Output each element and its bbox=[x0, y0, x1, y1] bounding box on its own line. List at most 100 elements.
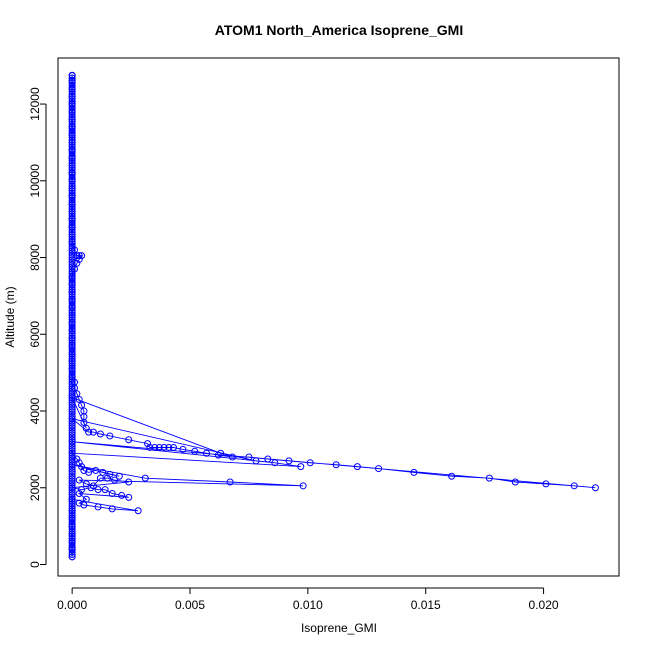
data-point bbox=[68, 365, 76, 373]
data-point bbox=[285, 457, 293, 465]
data-point bbox=[75, 490, 83, 498]
data-point bbox=[68, 468, 76, 476]
y-tick-label: 6000 bbox=[28, 321, 42, 348]
data-point bbox=[71, 384, 78, 392]
data-point bbox=[68, 233, 76, 241]
data-point bbox=[68, 192, 76, 200]
data-point bbox=[191, 447, 199, 455]
chart-title: ATOM1 North_America Isoprene_GMI bbox=[215, 22, 463, 38]
data-point bbox=[68, 113, 76, 121]
data-point bbox=[68, 215, 76, 223]
data-point bbox=[68, 488, 76, 496]
data-point bbox=[68, 452, 76, 460]
data-point bbox=[68, 518, 76, 526]
data-point bbox=[111, 476, 119, 484]
data-point bbox=[68, 359, 76, 367]
data-point bbox=[179, 445, 187, 453]
data-point bbox=[68, 118, 76, 126]
data-point bbox=[68, 449, 76, 457]
data-point bbox=[68, 296, 76, 304]
data-point bbox=[271, 459, 279, 467]
data-point bbox=[68, 203, 76, 211]
data-point bbox=[410, 468, 418, 476]
data-point bbox=[75, 459, 83, 467]
data-point bbox=[68, 392, 76, 400]
data-point bbox=[68, 290, 76, 298]
data-point bbox=[68, 212, 76, 220]
data-point bbox=[68, 463, 76, 471]
data-point bbox=[68, 461, 76, 469]
data-point bbox=[299, 482, 307, 490]
data-point bbox=[125, 478, 133, 486]
data-point bbox=[87, 484, 95, 492]
data-point bbox=[68, 504, 76, 512]
data-point bbox=[68, 90, 76, 98]
data-point bbox=[94, 486, 102, 494]
data-point bbox=[68, 532, 76, 540]
data-point bbox=[68, 445, 76, 453]
data-point bbox=[68, 316, 76, 324]
data-point bbox=[68, 85, 76, 93]
data-point bbox=[68, 164, 76, 172]
data-point bbox=[68, 263, 76, 271]
data-point bbox=[68, 326, 76, 334]
data-point bbox=[68, 417, 76, 425]
data-point bbox=[68, 477, 76, 485]
data-point bbox=[68, 277, 76, 285]
data-point bbox=[78, 401, 86, 409]
data-point bbox=[68, 534, 76, 542]
axes: 0.000 0.005 0.010 0.015 0.020 0 2000 4000 6000 80… bbox=[28, 87, 559, 612]
data-point bbox=[68, 493, 76, 501]
data-point bbox=[68, 495, 76, 503]
x-tick-label: 0.000 bbox=[57, 598, 87, 612]
data-point bbox=[71, 265, 78, 273]
data-point bbox=[68, 136, 76, 144]
data-point bbox=[108, 505, 116, 513]
data-point bbox=[68, 435, 76, 443]
data-point bbox=[68, 159, 76, 167]
data-point bbox=[68, 100, 76, 108]
data-point bbox=[68, 154, 76, 162]
data-point bbox=[80, 419, 88, 427]
data-point bbox=[68, 104, 76, 112]
data-point bbox=[75, 476, 83, 484]
data-point bbox=[75, 395, 83, 403]
data-point bbox=[68, 349, 76, 357]
data-point bbox=[75, 499, 83, 507]
data-point bbox=[68, 205, 76, 213]
data-point bbox=[68, 265, 76, 273]
data-point bbox=[68, 472, 76, 480]
data-point bbox=[82, 424, 90, 432]
data-point bbox=[448, 472, 456, 480]
data-point bbox=[115, 472, 123, 480]
data-point bbox=[68, 143, 76, 151]
data-point bbox=[68, 313, 76, 321]
data-point bbox=[68, 431, 76, 439]
data-point bbox=[68, 173, 76, 181]
data-point bbox=[68, 74, 76, 82]
series-isoprene bbox=[68, 71, 599, 561]
data-point bbox=[68, 256, 76, 264]
data-point bbox=[68, 88, 76, 96]
data-point bbox=[214, 451, 222, 459]
data-point bbox=[78, 486, 86, 494]
data-point bbox=[68, 238, 76, 246]
data-point bbox=[68, 548, 76, 556]
data-point bbox=[68, 169, 76, 177]
data-point bbox=[68, 470, 76, 478]
data-point bbox=[73, 252, 81, 260]
data-point bbox=[68, 210, 76, 218]
data-point bbox=[68, 475, 76, 483]
data-point bbox=[68, 300, 76, 308]
data-point bbox=[68, 180, 76, 188]
data-point bbox=[68, 280, 76, 288]
data-point bbox=[68, 401, 76, 409]
data-point bbox=[68, 127, 76, 135]
data-point bbox=[68, 258, 76, 266]
data-point bbox=[94, 503, 102, 511]
data-point bbox=[68, 357, 76, 365]
data-point bbox=[68, 500, 76, 508]
data-point bbox=[68, 231, 76, 239]
data-point bbox=[68, 189, 76, 197]
data-point bbox=[68, 235, 76, 243]
